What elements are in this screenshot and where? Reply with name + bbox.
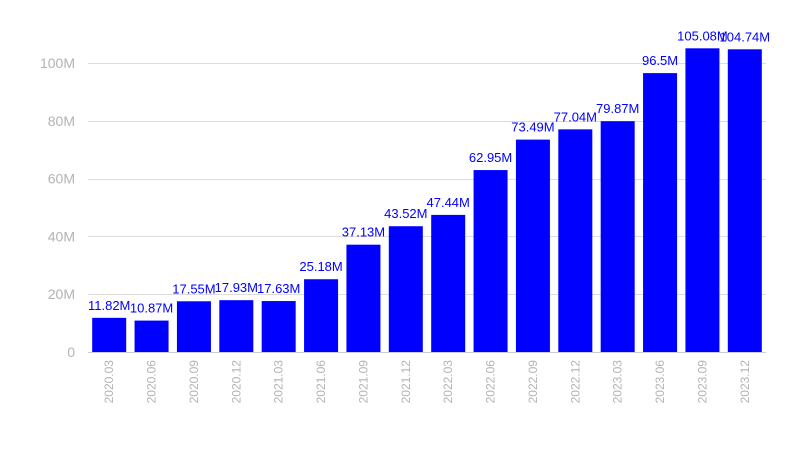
bar (219, 300, 254, 352)
x-tick-label: 2022.06 (484, 360, 498, 404)
data-label: 105.08M (677, 28, 728, 43)
data-label: 11.82M (88, 298, 130, 313)
grid-layer (88, 63, 766, 353)
y-tick-label: 40M (48, 228, 75, 244)
x-tick-label: 2023.06 (653, 360, 667, 404)
bar (92, 317, 127, 352)
data-label: 104.74M (720, 29, 771, 44)
x-tick-label: 2023.09 (695, 360, 709, 404)
x-tick-label: 2020.09 (187, 360, 201, 404)
x-tick-label: 2023.03 (611, 360, 625, 404)
bar (431, 214, 466, 352)
x-axis-ticks: 2020.03 2020.06 2020.09 2020.12 2021.03 2021.… (102, 360, 752, 404)
x-tick-label: 2021.12 (399, 360, 413, 404)
data-label: 79.87M (596, 101, 639, 116)
x-tick-label: 2020.03 (102, 360, 116, 404)
bar (261, 301, 296, 352)
data-label: 17.63M (257, 281, 300, 296)
bar (304, 279, 339, 352)
bar (388, 226, 423, 352)
x-tick-label: 2020.12 (229, 360, 243, 404)
data-label: 73.49M (511, 120, 554, 135)
y-axis-ticks: 0 20M 40M 60M 80M 100M (40, 55, 75, 360)
x-tick-label: 2022.12 (568, 360, 582, 404)
x-tick-label: 2022.03 (441, 360, 455, 404)
data-label: 77.04M (554, 109, 597, 124)
data-label: 25.18M (299, 259, 342, 274)
x-tick-label: 2021.03 (272, 360, 286, 404)
x-tick-label: 2021.09 (356, 360, 370, 404)
bar (473, 170, 508, 352)
data-label: 17.55M (172, 281, 215, 296)
y-tick-label: 20M (48, 286, 75, 302)
bar (643, 73, 678, 353)
data-label: 62.95M (469, 150, 512, 165)
bar (176, 301, 211, 352)
bar (134, 320, 169, 352)
x-tick-label: 2020.06 (145, 360, 159, 404)
data-label: 10.87M (130, 301, 173, 316)
data-label-layer: 11.82M 10.87M 17.55M 17.93M 17.63M 25.18M 37.1… (88, 28, 770, 315)
y-tick-label: 80M (48, 113, 75, 129)
y-tick-label: 100M (40, 55, 75, 71)
bar (727, 49, 762, 353)
y-tick-label: 60M (48, 171, 75, 187)
bar (600, 121, 635, 353)
y-tick-label: 0 (67, 344, 75, 360)
bar (685, 48, 720, 353)
bar (515, 139, 550, 352)
bar (346, 244, 381, 352)
data-label: 37.13M (342, 225, 385, 240)
bar (558, 129, 593, 352)
data-label: 96.5M (642, 53, 678, 68)
x-tick-label: 2022.09 (526, 360, 540, 404)
bar-layer (92, 48, 762, 353)
data-label: 43.52M (384, 206, 427, 221)
x-tick-label: 2023.12 (738, 360, 752, 404)
data-label: 47.44M (427, 195, 470, 210)
x-tick-label: 2021.06 (314, 360, 328, 404)
data-label: 17.93M (215, 280, 258, 295)
